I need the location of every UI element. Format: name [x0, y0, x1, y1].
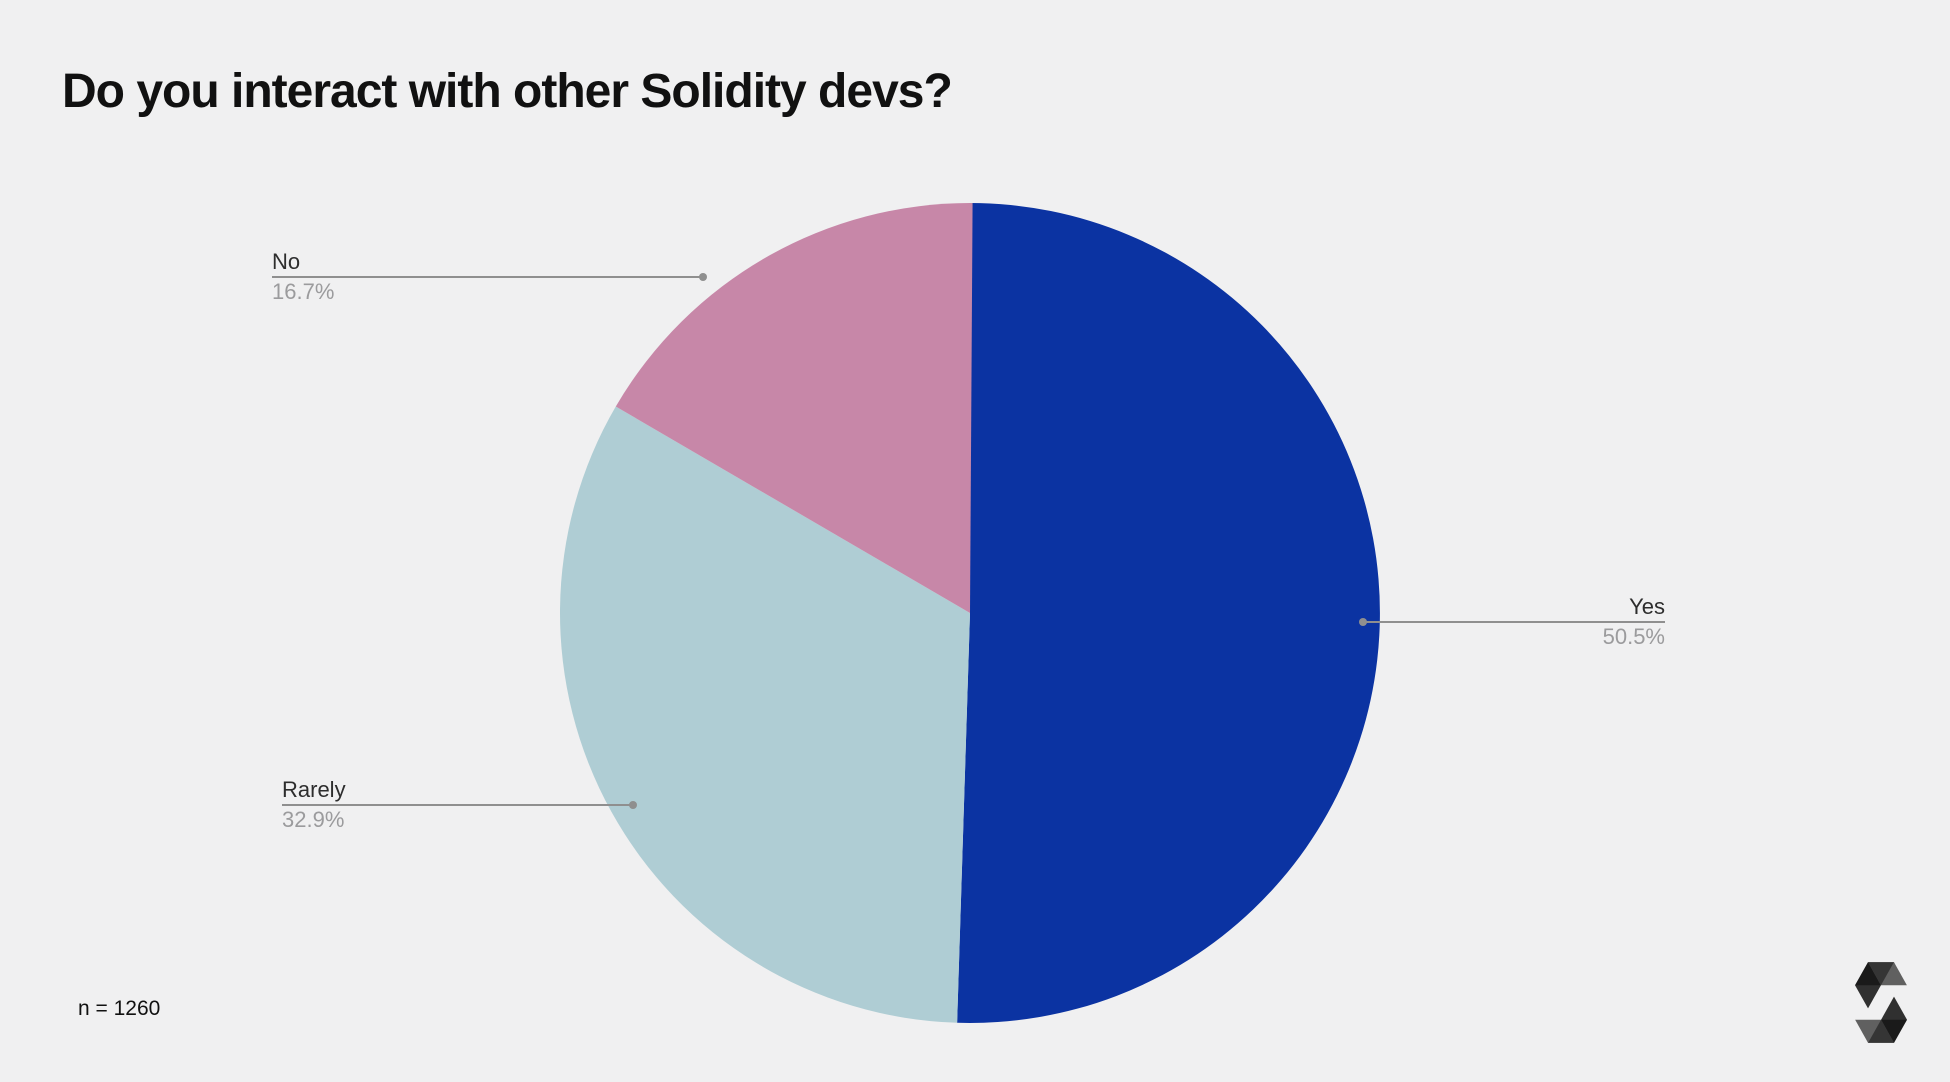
leader-dot-rarely: [629, 801, 637, 809]
slice-label-rarely: Rarely: [282, 777, 346, 802]
callout-yes: Yes 50.5%: [1359, 594, 1665, 650]
pie-slice-yes: [957, 203, 1380, 1023]
leader-line-rarely: [282, 801, 637, 809]
slice-label-no: No: [272, 249, 301, 274]
pie-slice-rarely: [559, 406, 970, 1023]
chart-title: Do you interact with other Solidity devs…: [62, 65, 953, 118]
leader-line-no: [272, 273, 707, 281]
slice-percentage-no: 16.7%: [272, 279, 335, 304]
callout-rarely: Rarely 32.9%: [282, 777, 637, 833]
slice-percentage-rarely: 32.9%: [282, 807, 345, 832]
slice-percentage-yes: 50.5%: [1602, 624, 1665, 649]
sample-size-label: n = 1260: [78, 997, 161, 1020]
leader-dot-yes: [1359, 618, 1367, 626]
solidity-logo-icon: [1855, 962, 1907, 1043]
slice-label-yes: Yes: [1629, 594, 1665, 619]
leader-line-yes: [1359, 618, 1665, 626]
pie-slice-no: [615, 203, 973, 613]
leader-dot-no: [699, 273, 707, 281]
callout-no: No 16.7%: [272, 249, 707, 305]
